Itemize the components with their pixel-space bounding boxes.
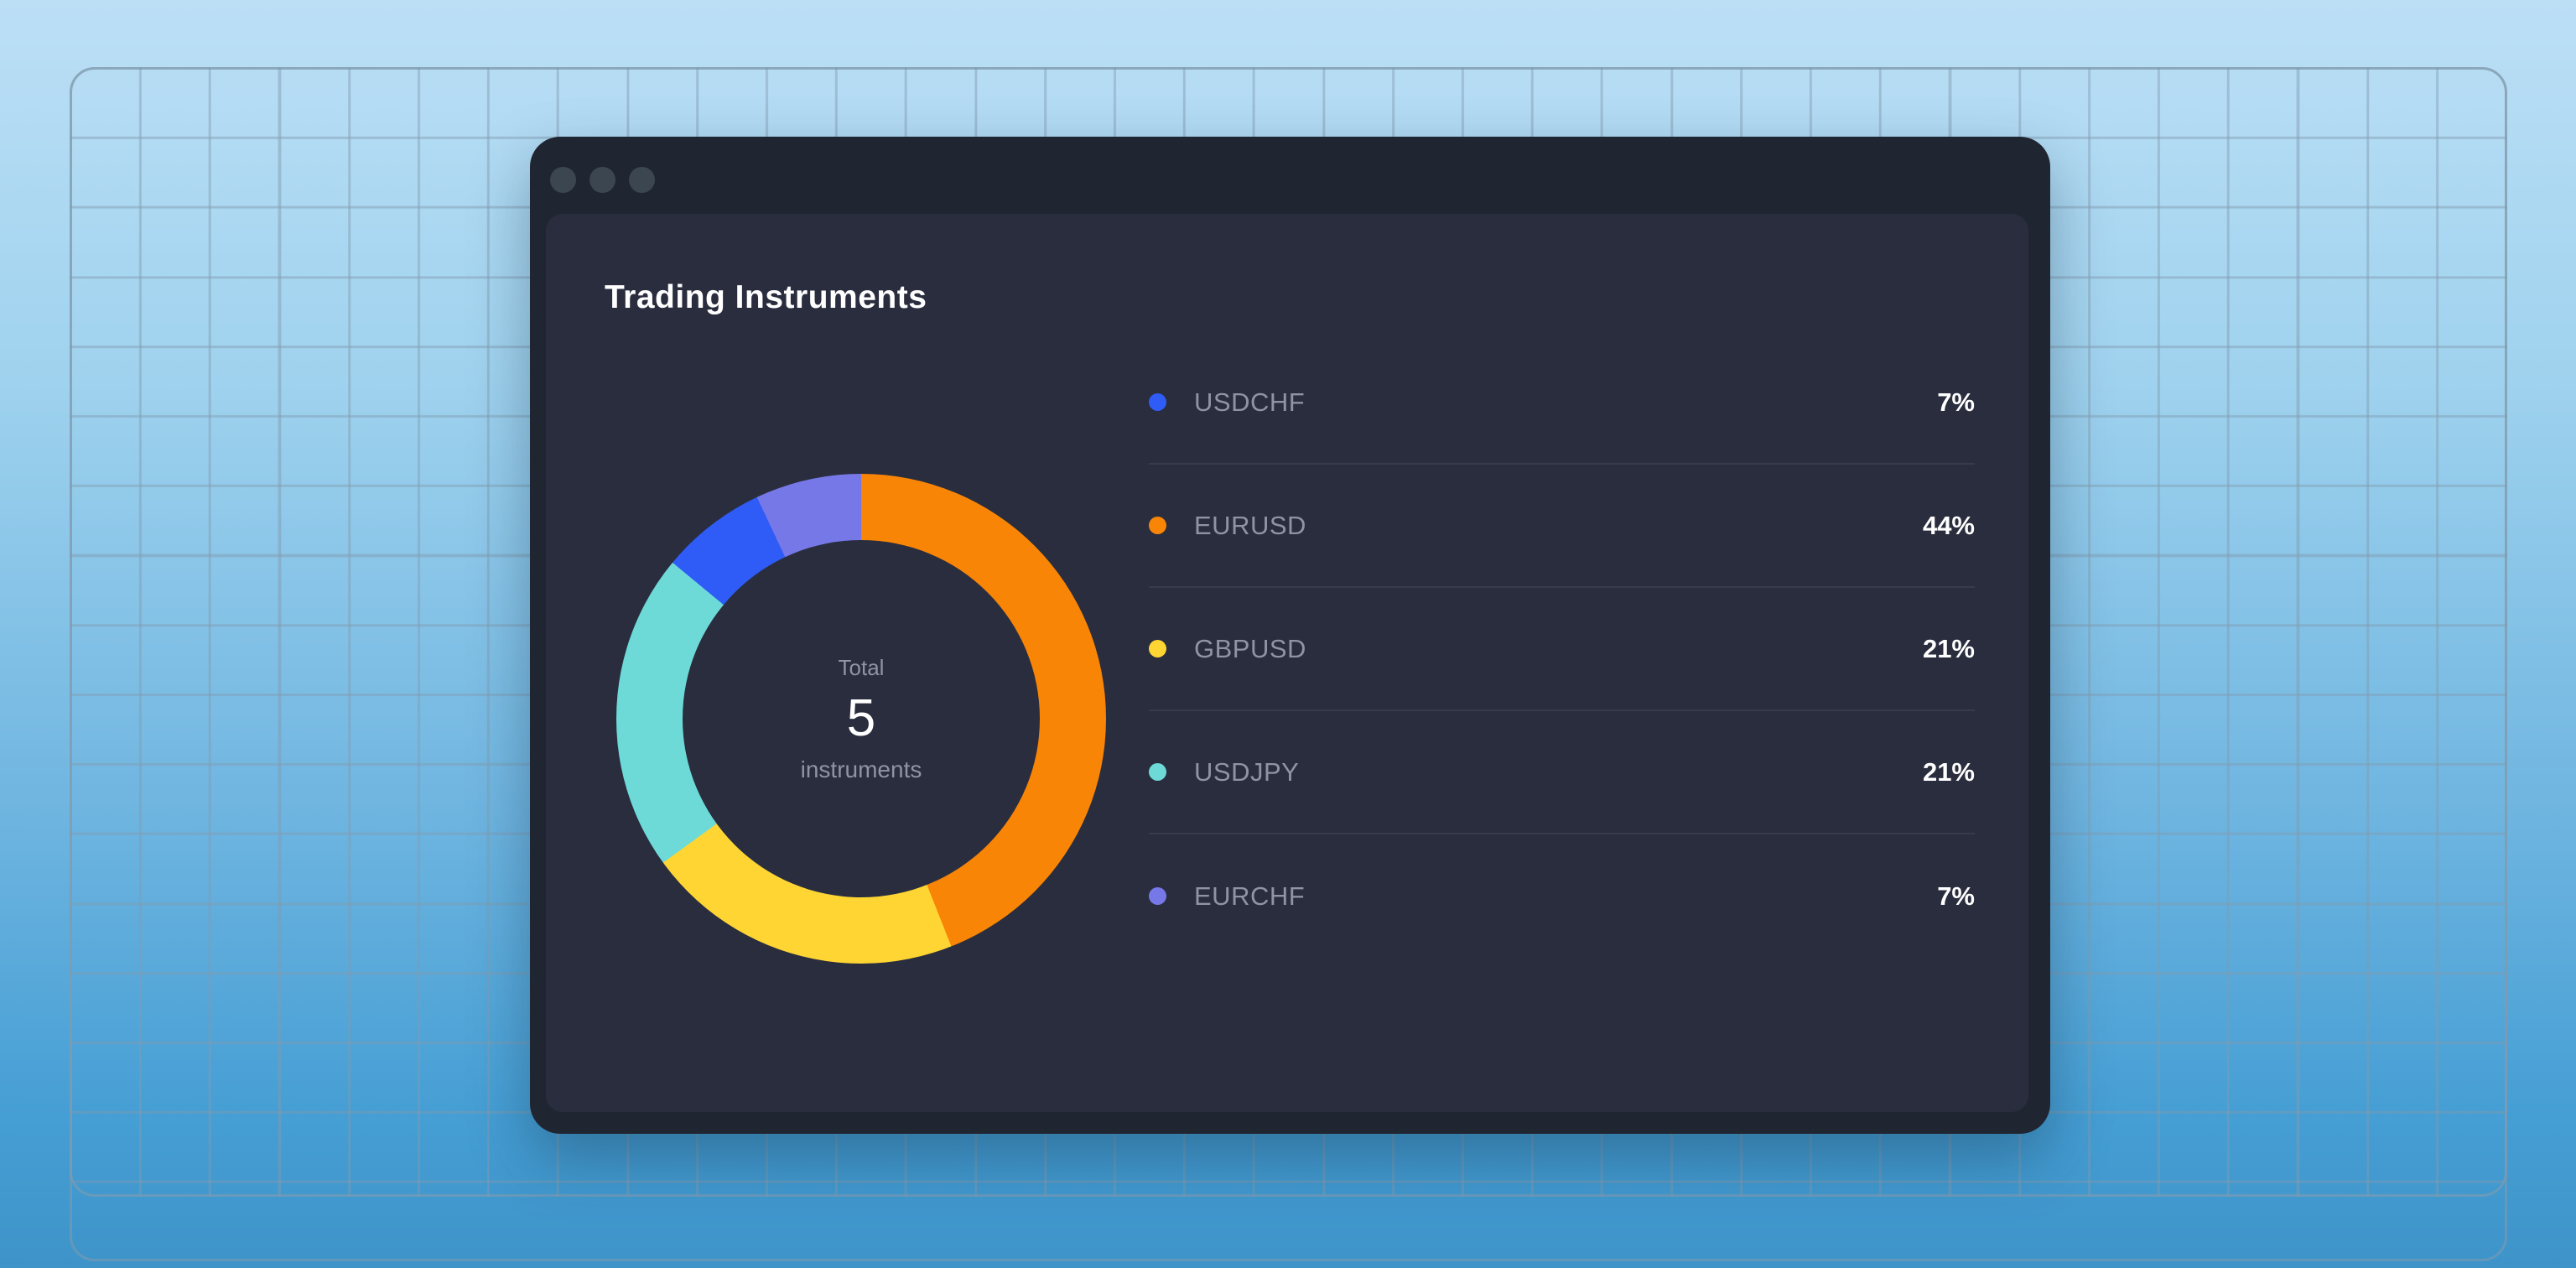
legend-color-dot-icon bbox=[1149, 887, 1166, 905]
donut-center: Total 5 instruments bbox=[683, 540, 1040, 897]
legend-item-usdjpy[interactable]: USDJPY 21% bbox=[1149, 711, 1975, 834]
legend-item-eurusd[interactable]: EURUSD 44% bbox=[1149, 465, 1975, 588]
legend-item-gbpusd[interactable]: GBPUSD 21% bbox=[1149, 588, 1975, 711]
legend-instrument-label: GBPUSD bbox=[1194, 633, 1306, 663]
legend-instrument-label: EURUSD bbox=[1194, 510, 1306, 540]
legend-percentage-value: 7% bbox=[1937, 881, 1975, 911]
minimize-window-icon[interactable] bbox=[589, 167, 615, 193]
legend-color-dot-icon bbox=[1149, 517, 1166, 534]
maximize-window-icon[interactable] bbox=[629, 167, 655, 193]
legend-percentage-value: 7% bbox=[1937, 387, 1975, 417]
trading-instruments-card: Trading Instruments Total 5 instruments … bbox=[546, 214, 2028, 1112]
legend-instrument-label: USDJPY bbox=[1194, 756, 1300, 787]
legend-item-eurchf[interactable]: EURCHF 7% bbox=[1149, 834, 1975, 958]
close-window-icon[interactable] bbox=[550, 167, 576, 193]
donut-center-value: 5 bbox=[846, 689, 876, 747]
legend-item-usdchf[interactable]: USDCHF 7% bbox=[1149, 341, 1975, 465]
legend-instrument-label: EURCHF bbox=[1194, 881, 1306, 911]
legend-color-dot-icon bbox=[1149, 393, 1166, 411]
donut-center-sublabel: instruments bbox=[800, 756, 922, 782]
legend-percentage-value: 44% bbox=[1922, 510, 1975, 540]
donut-center-label: Total bbox=[838, 654, 885, 680]
legend-percentage-value: 21% bbox=[1922, 756, 1975, 787]
legend-instrument-label: USDCHF bbox=[1194, 387, 1306, 417]
legend-color-dot-icon bbox=[1149, 640, 1166, 657]
app-window: Trading Instruments Total 5 instruments … bbox=[530, 137, 2050, 1134]
donut-chart[interactable]: Total 5 instruments bbox=[616, 474, 1106, 964]
legend-color-dot-icon bbox=[1149, 763, 1166, 781]
card-title: Trading Instruments bbox=[605, 279, 927, 315]
chart-legend: USDCHF 7% EURUSD 44% GBPUSD 21% bbox=[1149, 341, 1975, 958]
window-controls bbox=[550, 167, 655, 193]
legend-percentage-value: 21% bbox=[1922, 633, 1975, 663]
